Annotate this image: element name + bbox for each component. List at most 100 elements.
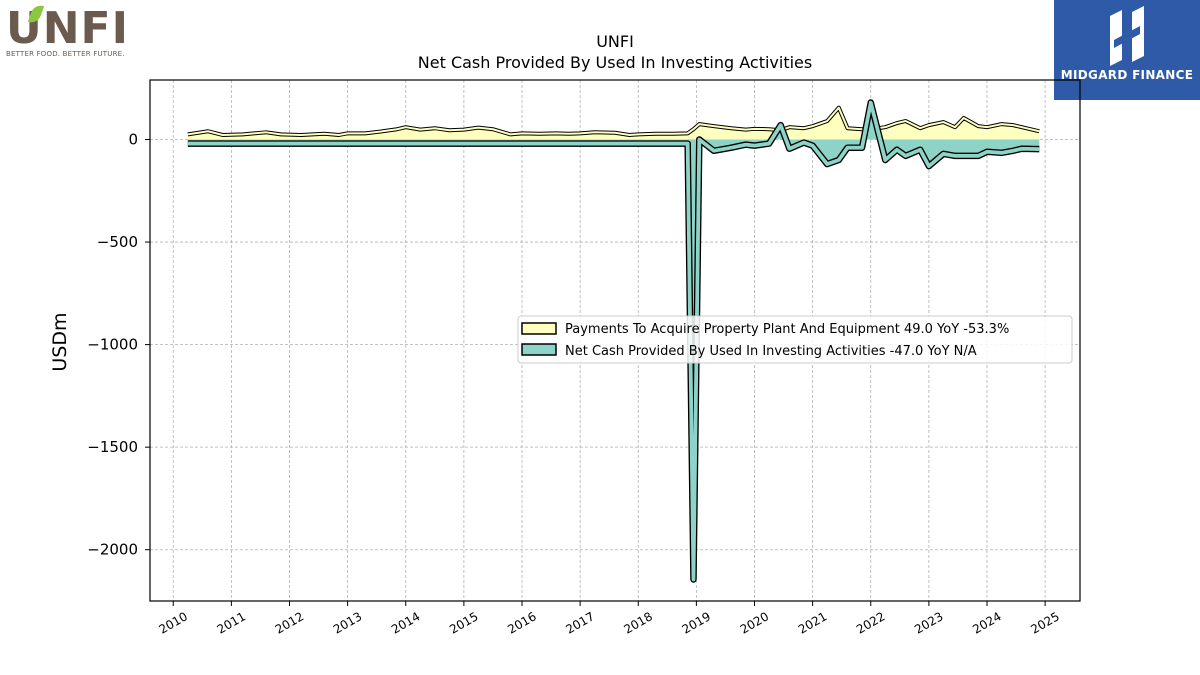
series-capex-point — [463, 129, 465, 131]
legend-swatch-investing — [521, 343, 557, 356]
series-investing-point — [963, 155, 965, 157]
series-capex-point — [928, 124, 930, 126]
series-investing-point — [698, 138, 700, 140]
series-investing-point — [579, 143, 581, 145]
series-capex-point — [568, 133, 569, 135]
unfi-logo-tagline: BETTER FOOD. BETTER FUTURE. — [6, 50, 125, 58]
series-capex-point — [672, 133, 674, 135]
series-investing-point — [492, 143, 494, 145]
series-capex-point — [896, 122, 898, 124]
series-investing-point — [242, 143, 244, 145]
series-capex-point — [919, 127, 921, 129]
midgard-emblem-icon — [1110, 6, 1144, 66]
series-investing-point — [942, 153, 944, 155]
series-capex-point — [347, 132, 349, 134]
x-tick-label: 2021 — [796, 609, 829, 636]
series-investing-point — [655, 143, 657, 145]
series-investing-point — [826, 163, 828, 165]
unfi-logo: UNFI BETTER FOOD. BETTER FUTURE. — [4, 2, 128, 62]
series-capex-point — [713, 125, 715, 127]
y-axis-label: USDm — [49, 312, 71, 371]
series-investing-point — [382, 143, 383, 145]
legend-label-investing: Net Cash Provided By Used In Investing A… — [565, 344, 977, 359]
series-investing-point — [434, 143, 436, 145]
series-investing-area — [187, 102, 1040, 580]
series-investing-point — [463, 143, 465, 145]
series-capex-point — [745, 129, 747, 131]
legend-box — [517, 315, 1073, 364]
series-investing-point — [768, 143, 770, 145]
series-investing-point — [1001, 152, 1003, 154]
series-capex-point — [492, 128, 494, 130]
series-capex-point — [323, 133, 325, 135]
midgard-finance-logo: MIDGARD FINANCE — [1054, 0, 1200, 100]
series-capex-point — [396, 128, 398, 130]
series-investing-point — [1021, 148, 1023, 150]
y-tick-label: −1000 — [87, 336, 138, 354]
y-tick-label: −1500 — [87, 438, 138, 456]
series-capex-point — [803, 127, 805, 129]
series-capex-point — [521, 132, 523, 134]
series-capex-point — [594, 131, 596, 133]
series-investing-point — [280, 143, 282, 145]
y-tick-label: 0 — [128, 130, 138, 148]
series-capex-point — [692, 128, 694, 130]
chart-title: UNFI — [596, 32, 634, 51]
series-capex-point — [629, 134, 631, 136]
series-investing-point — [870, 102, 872, 104]
series-investing-point — [568, 143, 569, 145]
series-capex-point — [222, 134, 224, 136]
series-capex-point — [538, 133, 540, 135]
x-tick-label: 2013 — [331, 609, 364, 636]
series-capex-point — [509, 133, 511, 135]
series-investing-point — [614, 143, 616, 145]
x-tick-label: 2015 — [447, 609, 480, 636]
series-investing-point — [629, 143, 631, 145]
series-capex-point — [477, 127, 479, 129]
series-investing-point — [300, 143, 302, 145]
series-investing-point — [637, 143, 639, 145]
series-investing-point — [838, 159, 840, 161]
series-investing-point — [396, 143, 398, 145]
series-capex-point — [655, 133, 657, 135]
series-investing-point — [861, 147, 863, 149]
legend-label-capex: Payments To Acquire Property Plant And E… — [565, 322, 1009, 337]
series-investing-point — [364, 143, 366, 145]
axes: 2010 2011 2012 2013 2014 2015 2016 2017 2018 2019… — [87, 130, 1062, 636]
chart-subtitle: Net Cash Provided By Used In Investing A… — [418, 53, 812, 72]
series-investing-point — [521, 143, 523, 145]
series-capex-point — [364, 132, 366, 134]
series-capex-point — [1012, 124, 1014, 126]
series-capex-point — [419, 129, 421, 131]
series-capex-point — [942, 121, 944, 123]
series-capex-point — [300, 134, 302, 136]
series-investing-point — [405, 143, 407, 145]
y-tick-label: −2000 — [87, 541, 138, 559]
series-investing-point — [745, 144, 747, 146]
series-capex-point — [698, 123, 700, 125]
series-capex-point — [1001, 123, 1003, 125]
series-investing-point — [509, 143, 511, 145]
series-capex-point — [614, 132, 616, 134]
series-capex-point — [382, 130, 383, 132]
legend-swatch-capex — [521, 322, 557, 335]
x-tick-label: 2022 — [854, 609, 887, 636]
x-tick-label: 2012 — [273, 609, 306, 636]
series-capex-point — [768, 128, 770, 130]
legend: Payments To Acquire Property Plant And E… — [517, 315, 1073, 364]
series-capex-point — [754, 128, 755, 130]
series-investing-point — [812, 145, 814, 147]
x-tick-label: 2024 — [970, 609, 1003, 636]
y-tick-label: −500 — [97, 233, 138, 251]
series-capex-point — [963, 117, 965, 119]
series-capex-point — [826, 120, 828, 122]
x-tick-label: 2018 — [622, 609, 655, 636]
plot-frame — [149, 79, 1081, 602]
x-tick-label: 2016 — [505, 609, 538, 636]
series-capex-point — [242, 133, 244, 135]
series-capex-point — [1038, 130, 1040, 132]
series-capex-point — [579, 132, 581, 134]
series-investing-point — [986, 151, 988, 153]
series-investing-point — [730, 147, 732, 149]
